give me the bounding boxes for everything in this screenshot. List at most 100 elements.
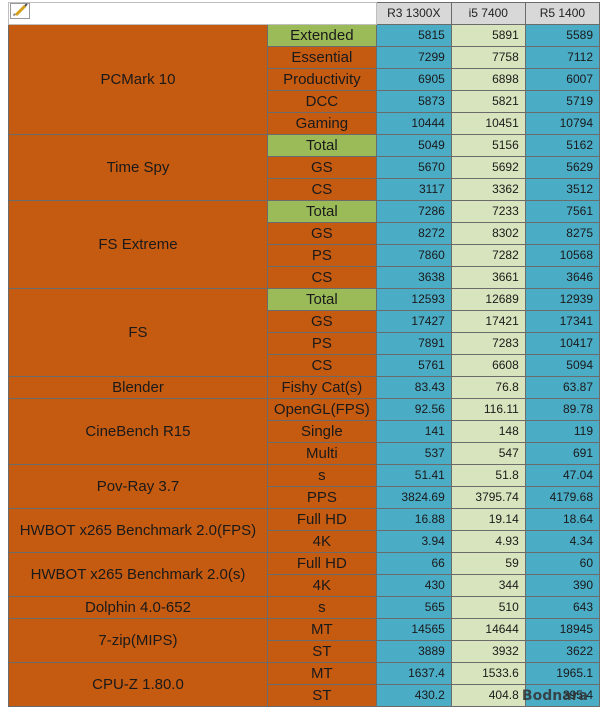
score-cell: 51.8 — [450, 464, 526, 487]
score-cell: 7891 — [375, 332, 452, 355]
header-row: R3 1300X i5 7400 R5 1400 — [8, 2, 600, 25]
table-row: FS Total 12593 12689 12939 — [8, 288, 600, 377]
table-row: GS 8272 8302 8275 — [9, 222, 600, 245]
score-cell: 547 — [450, 442, 526, 465]
sub-test-cell: PS — [266, 244, 377, 267]
table-row: GS 17427 17421 17341 — [9, 310, 600, 333]
table-row: Gaming 10444 10451 10794 — [9, 112, 600, 135]
score-cell: 5821 — [450, 90, 526, 113]
sub-test-cell: Essential — [266, 46, 377, 69]
table-row: ST 3889 3932 3622 — [9, 640, 600, 663]
score-cell: 141 — [375, 420, 452, 443]
table-row: 7-zip(MIPS) MT 14565 14644 18945 — [8, 618, 600, 663]
score-cell: 537 — [375, 442, 452, 465]
score-cell: 430 — [375, 574, 452, 597]
score-cell: 116.11 — [450, 398, 526, 421]
sub-test-cell: Total — [266, 200, 377, 223]
score-cell: 3.94 — [375, 530, 452, 553]
table-row: Blender Fishy Cat(s) 83.43 76.8 63.87 — [8, 376, 600, 399]
table-row: CS 3117 3362 3512 — [9, 178, 600, 201]
score-cell: 10794 — [524, 112, 600, 135]
score-cell: 510 — [450, 596, 526, 619]
score-cell: 4.34 — [524, 530, 600, 553]
benchmark-name-cell: Pov-Ray 3.7 — [8, 464, 268, 509]
score-cell: 5670 — [375, 156, 452, 179]
table-row: Single 141 148 119 — [9, 420, 600, 443]
score-cell: 5156 — [450, 134, 526, 157]
sub-test-cell: Productivity — [266, 68, 377, 91]
score-cell: 1533.6 — [450, 662, 526, 685]
score-cell: 7561 — [524, 200, 600, 223]
score-cell: 643 — [524, 596, 600, 619]
benchmark-name-cell: CineBench R15 — [8, 398, 268, 465]
score-cell: 3795.74 — [450, 486, 526, 509]
score-cell: 17427 — [375, 310, 452, 333]
score-cell: 12689 — [450, 288, 526, 311]
score-cell: 5049 — [375, 134, 452, 157]
score-cell: 5719 — [524, 90, 600, 113]
score-cell: 5094 — [524, 354, 600, 377]
score-cell: 3622 — [524, 640, 600, 663]
score-cell: 390 — [524, 574, 600, 597]
score-cell: 430.2 — [375, 684, 452, 707]
sub-test-cell: GS — [266, 156, 377, 179]
score-cell: 3661 — [450, 266, 526, 289]
table-row: PS 7891 7283 10417 — [9, 332, 600, 355]
sub-test-cell: ST — [266, 640, 377, 663]
score-cell: 7758 — [450, 46, 526, 69]
sub-test-cell: PPS — [266, 486, 377, 509]
sub-test-cell: Single — [266, 420, 377, 443]
score-cell: 66 — [375, 552, 452, 575]
benchmark-name-cell: 7-zip(MIPS) — [8, 618, 268, 663]
score-cell: 7282 — [450, 244, 526, 267]
benchmark-name-cell: Blender — [8, 376, 268, 399]
table-row: HWBOT x265 Benchmark 2.0(s) Full HD 66 59 60 — [8, 552, 600, 597]
table-row: CineBench R15 OpenGL(FPS) 92.56 116.11 89.78 — [8, 398, 600, 465]
sub-test-cell: CS — [266, 178, 377, 201]
score-cell: 3889 — [375, 640, 452, 663]
score-cell: 148 — [450, 420, 526, 443]
benchmark-name-cell: HWBOT x265 Benchmark 2.0(s) — [8, 552, 268, 597]
sub-test-cell: CS — [266, 354, 377, 377]
benchmark-name-cell: CPU-Z 1.80.0 — [8, 662, 268, 707]
score-cell: 47.04 — [524, 464, 600, 487]
score-cell: 12593 — [375, 288, 452, 311]
table-row: PPS 3824.69 3795.74 4179.68 — [9, 486, 600, 509]
table-row: Essential 7299 7758 7112 — [9, 46, 600, 69]
score-cell: 19.14 — [450, 508, 526, 531]
score-cell: 6608 — [450, 354, 526, 377]
score-cell: 7233 — [450, 200, 526, 223]
score-cell: 14565 — [375, 618, 452, 641]
score-cell: 8272 — [375, 222, 452, 245]
score-cell: 7286 — [375, 200, 452, 223]
benchmark-name-cell: FS — [8, 288, 268, 377]
sub-test-cell: GS — [266, 310, 377, 333]
score-cell: 3117 — [375, 178, 452, 201]
sub-test-cell: Multi — [266, 442, 377, 465]
sub-test-cell: GS — [266, 222, 377, 245]
table-body: R3 1300X i5 7400 R5 1400 PCMark 10 Extended 5… — [8, 2, 600, 707]
table-row: PS 7860 7282 10568 — [9, 244, 600, 267]
score-cell: 6007 — [524, 68, 600, 91]
score-cell: 5629 — [524, 156, 600, 179]
sub-test-cell: 4K — [266, 530, 377, 553]
score-cell: 6905 — [375, 68, 452, 91]
score-cell: 5815 — [375, 24, 452, 47]
table-row: CS 3638 3661 3646 — [9, 266, 600, 289]
score-cell: 59 — [450, 552, 526, 575]
score-cell: 89.78 — [524, 398, 600, 421]
sub-test-cell: OpenGL(FPS) — [266, 398, 377, 421]
table-row: FS Extreme Total 7286 7233 7561 — [8, 200, 600, 289]
score-cell: 7299 — [375, 46, 452, 69]
column-header: R3 1300X — [375, 2, 452, 25]
sub-test-cell: s — [266, 464, 377, 487]
sub-test-cell: ST — [266, 684, 377, 707]
sub-test-cell: Total — [266, 134, 377, 157]
sub-test-cell: MT — [266, 662, 377, 685]
table-row: CPU-Z 1.80.0 MT 1637.4 1533.6 1965.1 — [8, 662, 600, 707]
header-blank-cell — [8, 2, 377, 25]
score-cell: 10417 — [524, 332, 600, 355]
score-cell: 4.93 — [450, 530, 526, 553]
table-row: Multi 537 547 691 — [9, 442, 600, 465]
sub-test-cell: CS — [266, 266, 377, 289]
